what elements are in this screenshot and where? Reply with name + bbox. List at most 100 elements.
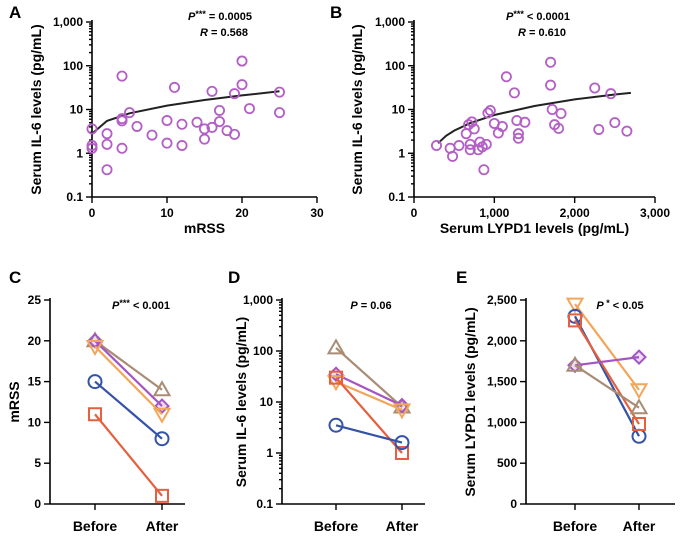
panel-a-data-point xyxy=(243,103,255,115)
panel-e-marker-after-brown xyxy=(629,398,649,415)
panel-d-category-label: Before xyxy=(314,518,359,534)
panel-d-y-tick-label: 10 xyxy=(260,395,274,409)
panel-c-marker-before-blue xyxy=(87,374,103,390)
panel-a-data-point xyxy=(206,85,218,97)
panel-b-p-value-label: P*** < 0.0001 xyxy=(506,9,570,23)
panel-d-marker-after-red xyxy=(395,446,409,460)
panel-d-marker-before-red xyxy=(329,370,343,385)
panel-a-data-point xyxy=(191,116,203,128)
panel-a-data-point xyxy=(116,70,128,82)
panel-a-data-point xyxy=(146,129,158,141)
panel-b-data-point xyxy=(545,79,557,91)
panel-a-data-point xyxy=(168,81,180,93)
panel-e-marker-after-red xyxy=(632,417,646,432)
panel-e-y-axis-title: Serum LYPD1 levels (pg/mL) xyxy=(462,307,478,496)
panel-a-data-point xyxy=(176,140,188,152)
panel-a-data-point xyxy=(116,142,128,154)
panel-e-y-tick-label: 2,500 xyxy=(487,293,517,307)
panel-d-series-line-blue xyxy=(335,424,403,444)
panel-a-data-point xyxy=(101,138,113,150)
panel-b-data-point xyxy=(593,123,605,135)
panel-a-y-axis-title: Serum IL-6 levels (pg/mL) xyxy=(28,24,44,194)
panel-b-y-tick-label: 0.1 xyxy=(388,190,405,204)
panel-e-series-line-purple xyxy=(574,356,640,367)
panel-d-p-value-label: P = 0.06 xyxy=(350,300,391,312)
panel-d-series-line-brown xyxy=(335,347,403,408)
panel-d-y-tick-label: 1 xyxy=(266,446,273,460)
panel-a-data-point xyxy=(161,115,173,127)
panel-b-data-point xyxy=(555,108,567,120)
panel-b-x-tick-label: 0 xyxy=(411,206,418,220)
panel-b-data-point xyxy=(496,120,508,132)
panel-a-data-point xyxy=(228,88,240,100)
panel-e-label: E xyxy=(456,268,467,287)
panel-d-marker-after-blue xyxy=(394,435,410,451)
panel-b-data-point xyxy=(482,107,494,119)
panel-b-x-tick-label: 1,000 xyxy=(479,206,509,220)
panel-a-y-tick-label: 1,000 xyxy=(53,15,83,29)
panel-e-y-tick-label: 1,500 xyxy=(487,375,517,389)
panel-b-data-point xyxy=(519,116,531,128)
panel-c-label: C xyxy=(9,268,21,287)
panel-b-y-tick-label: 10 xyxy=(392,103,406,117)
panel-a-y-tick-label: 100 xyxy=(63,59,83,73)
panel-b-x-tick-label: 3,000 xyxy=(640,206,670,220)
panel-b-data-point xyxy=(484,104,496,116)
panel-d-y-tick-label: 100 xyxy=(253,344,273,358)
panel-a-data-point xyxy=(101,128,113,140)
panel-c-category-label: After xyxy=(146,518,179,534)
panel-c-y-tick-label: 20 xyxy=(28,334,42,348)
panel-b-x-axis-title: Serum LYPD1 levels (pg/mL) xyxy=(440,220,629,236)
panel-c-y-tick-label: 5 xyxy=(34,456,41,470)
panel-e-category-label: Before xyxy=(553,518,598,534)
panel-b-data-point xyxy=(480,138,492,150)
panel-e-marker-before-brown xyxy=(565,355,585,372)
panel-d-y-tick-label: 1,000 xyxy=(243,293,273,307)
panel-b-data-point xyxy=(430,140,442,152)
panel-a-x-tick-label: 0 xyxy=(89,206,96,220)
panel-a-data-point xyxy=(86,123,98,135)
panel-a-data-point xyxy=(131,120,143,132)
panel-c-y-tick-label: 0 xyxy=(34,497,41,511)
panel-d-y-tick-label: 0.1 xyxy=(256,497,273,511)
panel-a-p-value-label: P*** = 0.0005 xyxy=(188,9,252,23)
panel-e-marker-before-red xyxy=(568,313,582,328)
panel-c-series-line-orange xyxy=(94,345,163,416)
panel-a-data-point xyxy=(198,123,210,135)
panel-b-y-tick-label: 100 xyxy=(385,59,405,73)
panel-c-series-line-blue xyxy=(94,380,163,440)
panel-a-data-point xyxy=(236,79,248,91)
panel-c-y-tick-label: 15 xyxy=(28,375,42,389)
panel-b-data-point xyxy=(508,87,520,99)
panel-a-data-point xyxy=(213,104,225,116)
panel-b-label: B xyxy=(330,3,342,22)
panel-a-data-point xyxy=(101,164,113,176)
panel-a-x-tick-label: 20 xyxy=(235,206,249,220)
panel-a-data-point xyxy=(206,121,218,133)
panel-a-x-axis-title: mRSS xyxy=(184,220,225,236)
panel-a-r-value-label: R = 0.568 xyxy=(200,27,248,39)
panel-c-marker-after-brown xyxy=(152,380,172,397)
panel-b-r-value-label: R = 0.610 xyxy=(518,27,566,39)
panel-a-label: A xyxy=(9,3,21,22)
panel-b-data-point xyxy=(500,71,512,83)
panel-e-marker-after-purple xyxy=(631,349,647,366)
panel-e-series-line-orange xyxy=(574,303,640,391)
panel-d-marker-before-brown xyxy=(326,338,346,355)
panel-d-marker-before-blue xyxy=(328,417,344,433)
panel-e-y-tick-label: 0 xyxy=(510,497,517,511)
panel-a-y-tick-label: 10 xyxy=(70,103,84,117)
panel-b-data-point xyxy=(464,138,476,150)
panel-b-data-point xyxy=(512,132,524,144)
panel-a-y-tick-label: 0.1 xyxy=(66,190,83,204)
panel-b-x-tick-label: 2,000 xyxy=(560,206,590,220)
panel-e-marker-after-orange xyxy=(629,383,649,400)
panel-a-data-point xyxy=(273,107,285,119)
panel-c-series-line-brown xyxy=(94,339,163,391)
panel-c-series-line-purple xyxy=(94,340,163,407)
panel-a-data-point xyxy=(86,140,98,152)
panel-b-fit-curve xyxy=(437,91,631,144)
panel-a-data-point xyxy=(176,118,188,130)
panel-a-x-tick-label: 30 xyxy=(310,206,324,220)
